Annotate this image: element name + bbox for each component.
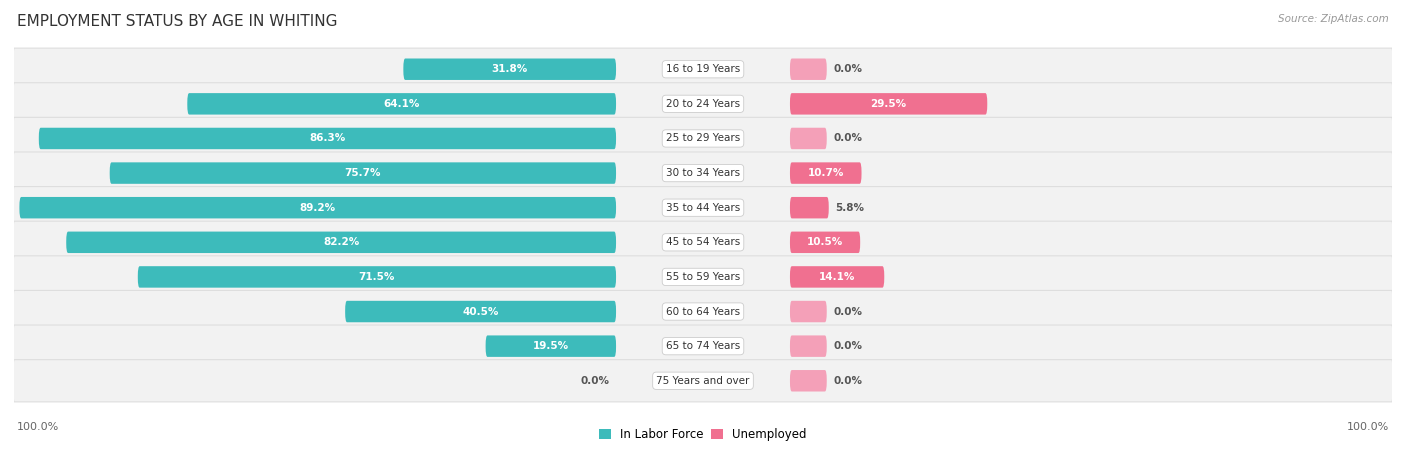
Text: 86.3%: 86.3%: [309, 134, 346, 144]
Text: 64.1%: 64.1%: [384, 99, 420, 109]
Text: 0.0%: 0.0%: [581, 376, 609, 386]
Text: 75 Years and over: 75 Years and over: [657, 376, 749, 386]
Text: EMPLOYMENT STATUS BY AGE IN WHITING: EMPLOYMENT STATUS BY AGE IN WHITING: [17, 14, 337, 28]
Text: Source: ZipAtlas.com: Source: ZipAtlas.com: [1278, 14, 1389, 23]
Text: 60 to 64 Years: 60 to 64 Years: [666, 306, 740, 316]
Text: 35 to 44 Years: 35 to 44 Years: [666, 202, 740, 213]
Text: 20 to 24 Years: 20 to 24 Years: [666, 99, 740, 109]
Text: 25 to 29 Years: 25 to 29 Years: [666, 134, 740, 144]
FancyBboxPatch shape: [790, 162, 862, 184]
Text: 19.5%: 19.5%: [533, 341, 569, 351]
FancyBboxPatch shape: [13, 117, 1393, 160]
FancyBboxPatch shape: [13, 256, 1393, 298]
Text: 0.0%: 0.0%: [834, 134, 862, 144]
Text: 45 to 54 Years: 45 to 54 Years: [666, 237, 740, 248]
Text: 89.2%: 89.2%: [299, 202, 336, 213]
FancyBboxPatch shape: [66, 232, 616, 253]
Text: 82.2%: 82.2%: [323, 237, 360, 248]
Legend: In Labor Force, Unemployed: In Labor Force, Unemployed: [595, 423, 811, 446]
FancyBboxPatch shape: [13, 221, 1393, 263]
Text: 0.0%: 0.0%: [834, 341, 862, 351]
FancyBboxPatch shape: [13, 290, 1393, 333]
Text: 30 to 34 Years: 30 to 34 Years: [666, 168, 740, 178]
Text: 10.5%: 10.5%: [807, 237, 844, 248]
Text: 0.0%: 0.0%: [834, 376, 862, 386]
FancyBboxPatch shape: [13, 48, 1393, 90]
Text: 55 to 59 Years: 55 to 59 Years: [666, 272, 740, 282]
FancyBboxPatch shape: [790, 58, 827, 80]
Text: 0.0%: 0.0%: [834, 64, 862, 74]
FancyBboxPatch shape: [790, 93, 987, 115]
Text: 10.7%: 10.7%: [807, 168, 844, 178]
FancyBboxPatch shape: [790, 301, 827, 322]
Text: 14.1%: 14.1%: [818, 272, 855, 282]
FancyBboxPatch shape: [790, 335, 827, 357]
FancyBboxPatch shape: [13, 83, 1393, 125]
Text: 40.5%: 40.5%: [463, 306, 499, 316]
FancyBboxPatch shape: [790, 370, 827, 392]
Text: 29.5%: 29.5%: [870, 99, 907, 109]
FancyBboxPatch shape: [790, 128, 827, 149]
FancyBboxPatch shape: [138, 266, 616, 288]
FancyBboxPatch shape: [790, 197, 828, 218]
Text: 75.7%: 75.7%: [344, 168, 381, 178]
FancyBboxPatch shape: [13, 152, 1393, 194]
FancyBboxPatch shape: [344, 301, 616, 322]
FancyBboxPatch shape: [404, 58, 616, 80]
FancyBboxPatch shape: [485, 335, 616, 357]
Text: 100.0%: 100.0%: [1347, 422, 1389, 432]
Text: 5.8%: 5.8%: [835, 202, 865, 213]
FancyBboxPatch shape: [39, 128, 616, 149]
Text: 100.0%: 100.0%: [17, 422, 59, 432]
Text: 31.8%: 31.8%: [492, 64, 527, 74]
FancyBboxPatch shape: [20, 197, 616, 218]
FancyBboxPatch shape: [187, 93, 616, 115]
FancyBboxPatch shape: [790, 266, 884, 288]
Text: 0.0%: 0.0%: [834, 306, 862, 316]
FancyBboxPatch shape: [13, 187, 1393, 229]
FancyBboxPatch shape: [13, 325, 1393, 367]
FancyBboxPatch shape: [790, 232, 860, 253]
Text: 65 to 74 Years: 65 to 74 Years: [666, 341, 740, 351]
Text: 71.5%: 71.5%: [359, 272, 395, 282]
FancyBboxPatch shape: [110, 162, 616, 184]
FancyBboxPatch shape: [13, 360, 1393, 402]
Text: 16 to 19 Years: 16 to 19 Years: [666, 64, 740, 74]
